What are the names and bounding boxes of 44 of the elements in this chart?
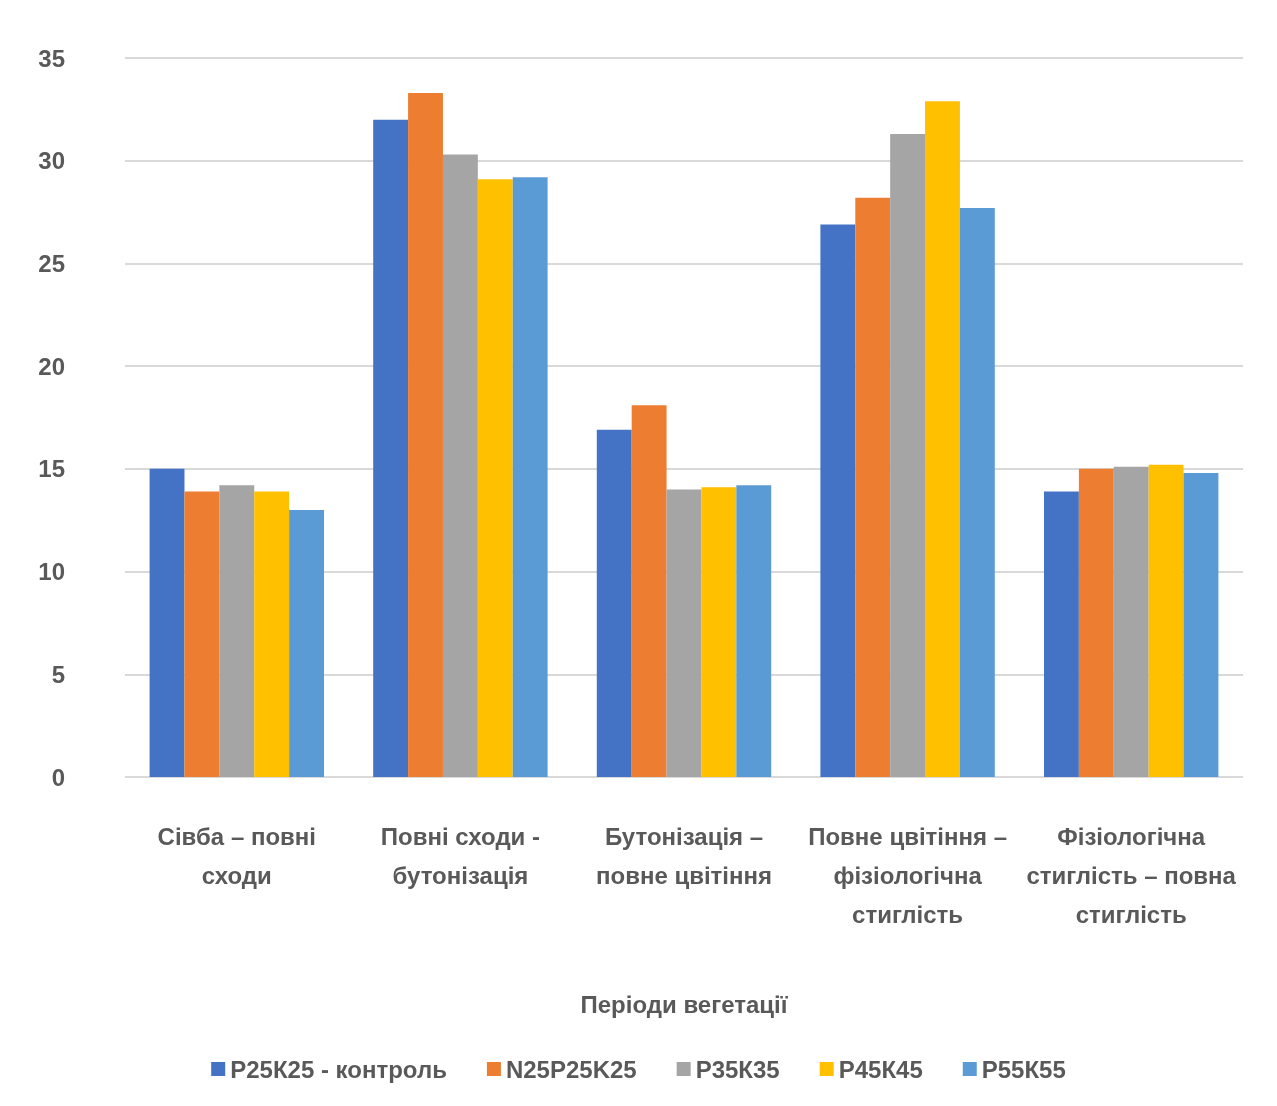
- bar: [477, 179, 513, 777]
- bar: [408, 92, 443, 777]
- bar: [1078, 468, 1114, 777]
- y-tick-label: 10: [38, 558, 65, 586]
- bar: [959, 207, 995, 777]
- bar: [1148, 464, 1184, 777]
- x-tick-label: Бутонізація – повне цвітіння: [595, 823, 773, 889]
- bar: [373, 119, 409, 777]
- y-tick-label: 0: [51, 763, 65, 791]
- x-tick-label: Повні сходи - бутонізація: [380, 823, 541, 889]
- bar: [890, 134, 926, 777]
- bar: [184, 491, 220, 777]
- y-tick-label: 30: [38, 147, 65, 175]
- legend-label: N25P25K25: [505, 1055, 637, 1083]
- legend-label: Р45К45: [838, 1055, 923, 1083]
- bar: [631, 405, 667, 777]
- bar: [254, 491, 290, 777]
- bar: [442, 154, 478, 777]
- bar: [149, 468, 185, 777]
- legend-label: Р55К55: [981, 1055, 1066, 1083]
- legend-label: Р35К35: [695, 1055, 780, 1083]
- bar: [925, 101, 960, 777]
- bar: [219, 485, 255, 777]
- bar: [701, 487, 737, 777]
- bar: [512, 177, 548, 777]
- x-tick-label: Повне цвітіння – фізіологічна стиглість: [808, 823, 1007, 928]
- bar: [1113, 466, 1149, 777]
- bar: [820, 224, 856, 777]
- bar: [289, 509, 324, 777]
- y-tick-label: 25: [38, 249, 65, 277]
- x-axis-title: Періоди вегетації: [580, 990, 789, 1018]
- x-tick-label: Сівба – повні сходи: [157, 823, 316, 889]
- bar: [1183, 472, 1219, 777]
- y-tick-label: 5: [51, 660, 65, 688]
- bar: [855, 197, 891, 777]
- bar: [666, 489, 702, 777]
- bar: [1044, 491, 1079, 777]
- y-tick-label: 20: [38, 352, 65, 380]
- y-tick-label: 35: [38, 44, 65, 72]
- y-tick-label: 15: [38, 455, 65, 483]
- bar: [596, 429, 632, 777]
- legend-label: Р25К25 - контроль: [230, 1055, 447, 1083]
- x-tick-label: Фізіологічна стиглість – повна стиглість: [1026, 823, 1237, 928]
- bar: [736, 485, 772, 777]
